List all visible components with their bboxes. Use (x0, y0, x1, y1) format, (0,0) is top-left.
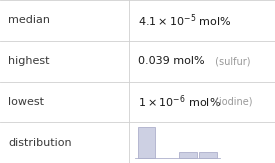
Text: distribution: distribution (8, 138, 72, 148)
Bar (179, 152, 197, 158)
Text: (iodine): (iodine) (212, 97, 252, 107)
Bar (199, 152, 217, 158)
Text: $1\times10^{-6}$ mol%: $1\times10^{-6}$ mol% (138, 94, 221, 110)
Bar (138, 127, 155, 158)
Text: 0.039 mol%: 0.039 mol% (138, 56, 204, 66)
Text: median: median (8, 15, 50, 25)
Text: (sulfur): (sulfur) (212, 56, 250, 66)
Text: lowest: lowest (8, 97, 44, 107)
Text: highest: highest (8, 56, 50, 66)
Text: $4.1\times10^{-5}$ mol%: $4.1\times10^{-5}$ mol% (138, 12, 231, 29)
